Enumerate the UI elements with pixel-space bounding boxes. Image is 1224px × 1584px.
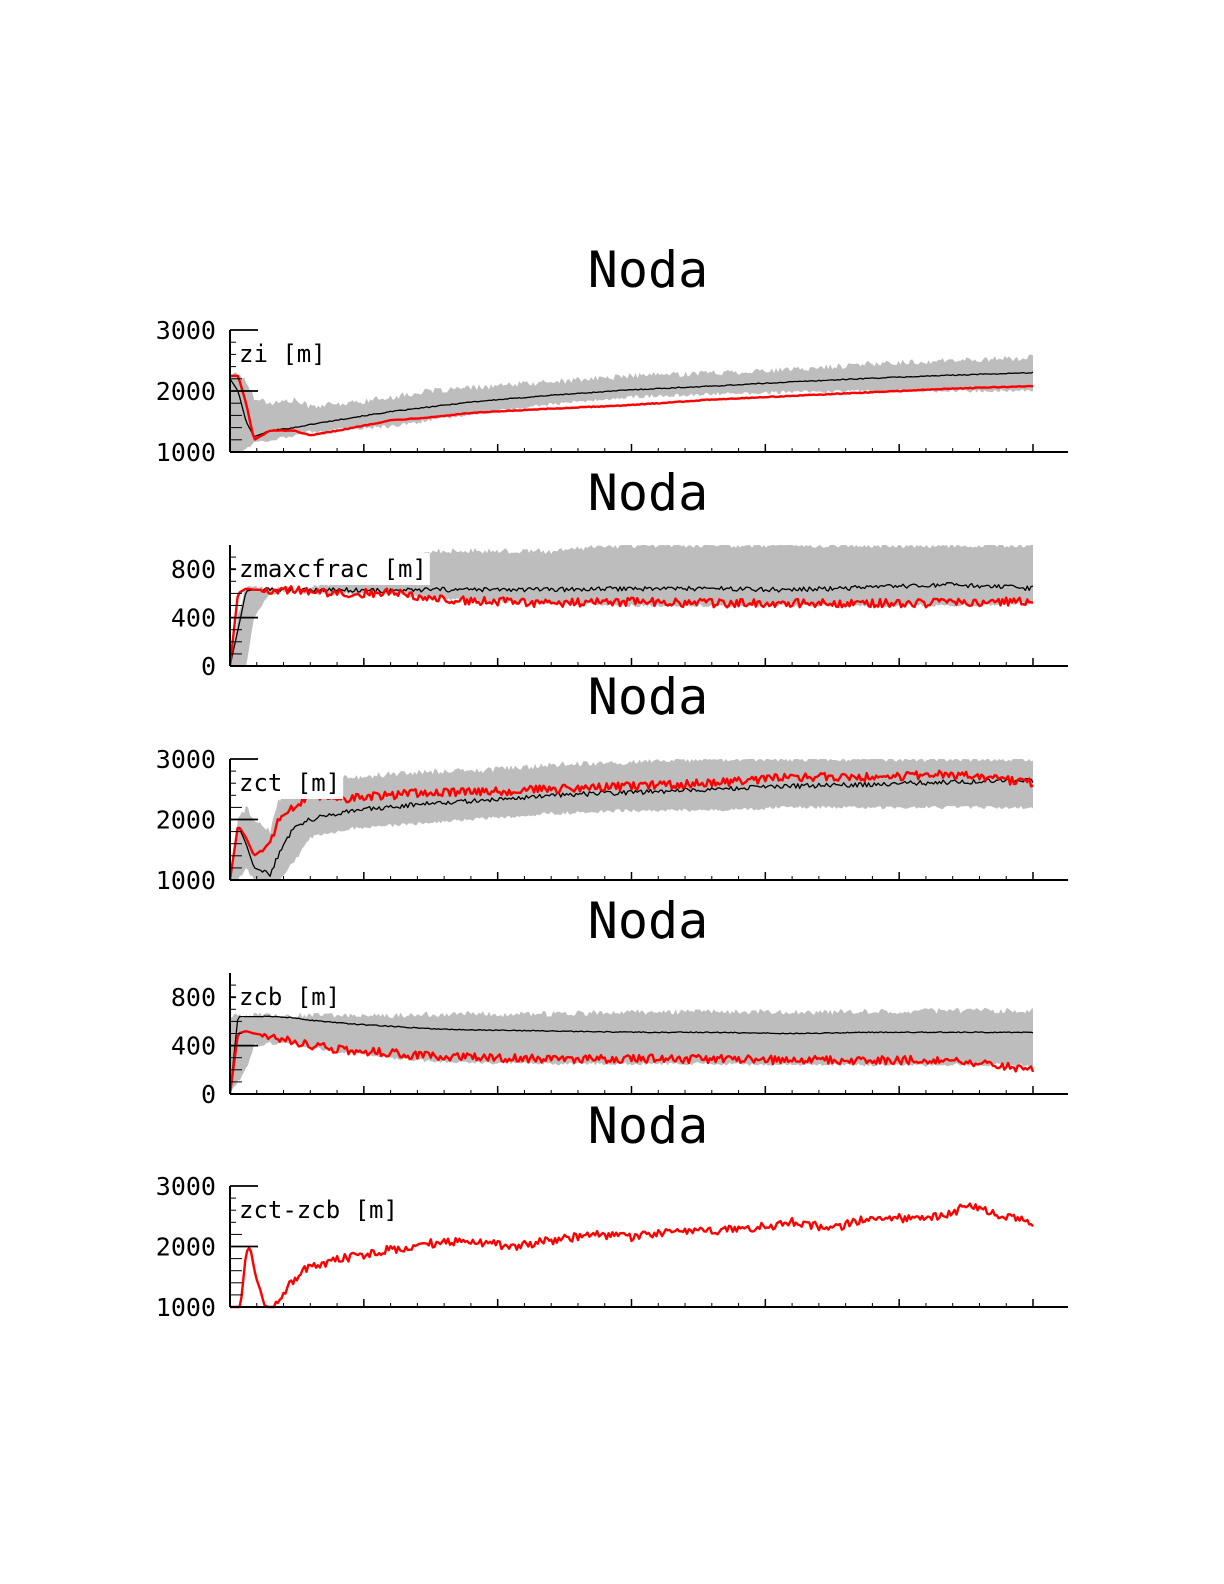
panel-1: Noda 1000 2000 3000 zi [m] [156, 241, 1068, 467]
y-tick-label: 3000 [156, 745, 216, 774]
y-tick-label: 1000 [156, 1293, 216, 1322]
panel-2: Noda 0 400 800 zmaxcfrac [m] [171, 464, 1068, 681]
y-tick-label: 400 [171, 604, 216, 633]
y-tick-label: 2000 [156, 806, 216, 835]
variable-label-background [236, 981, 344, 1013]
y-tick-label: 2000 [156, 377, 216, 406]
mean-series-line [229, 1015, 1034, 1095]
panel-4: Noda 0 400 800 zcb [m] [171, 892, 1068, 1109]
model-series-line [228, 1030, 1035, 1095]
y-tick-label: 1000 [156, 438, 216, 467]
panel-title: Noda [588, 668, 708, 726]
variable-label-background [236, 553, 430, 585]
variable-label-background [236, 1194, 401, 1226]
model-series-line [228, 585, 1034, 667]
model-series-line [230, 374, 1034, 441]
mean-series-line [229, 371, 1034, 438]
panel-title: Noda [588, 892, 708, 950]
variable-label: zct [m] [239, 769, 340, 797]
y-tick-label: 400 [171, 1032, 216, 1061]
spread-band [230, 354, 1033, 452]
y-tick-label: 800 [171, 555, 216, 584]
panel-title: Noda [588, 241, 708, 299]
y-tick-label: 1000 [156, 866, 216, 895]
variable-label-background [236, 338, 329, 370]
y-tick-label: 800 [171, 983, 216, 1012]
y-tick-label: 0 [201, 652, 216, 681]
panel-5: Noda 1000 2000 3000 zct-zcb [m] [156, 1097, 1068, 1322]
panel-title: Noda [588, 1097, 708, 1155]
variable-label-background [236, 767, 344, 799]
mean-series-line [229, 777, 1034, 881]
y-tick-label: 3000 [156, 1172, 216, 1201]
variable-label: zmaxcfrac [m] [239, 555, 427, 583]
variable-label: zi [m] [239, 340, 326, 368]
y-tick-label: 0 [201, 1080, 216, 1109]
variable-label: zcb [m] [239, 983, 340, 1011]
panel-3: Noda 1000 2000 3000 zct [m] [156, 668, 1068, 895]
variable-label: zct-zcb [m] [239, 1196, 398, 1224]
panels-container: Noda 1000 2000 3000 zi [m] Noda 0 400 800 zmaxcfr… [156, 241, 1068, 1322]
panel-title: Noda [588, 464, 708, 522]
mean-series-line [229, 582, 1034, 667]
y-tick-label: 3000 [156, 316, 216, 345]
model-series-line [228, 769, 1034, 881]
y-tick-label: 2000 [156, 1233, 216, 1262]
spread-band [230, 545, 1033, 666]
spread-band [230, 759, 1033, 880]
model-series-line [230, 1202, 1034, 1309]
